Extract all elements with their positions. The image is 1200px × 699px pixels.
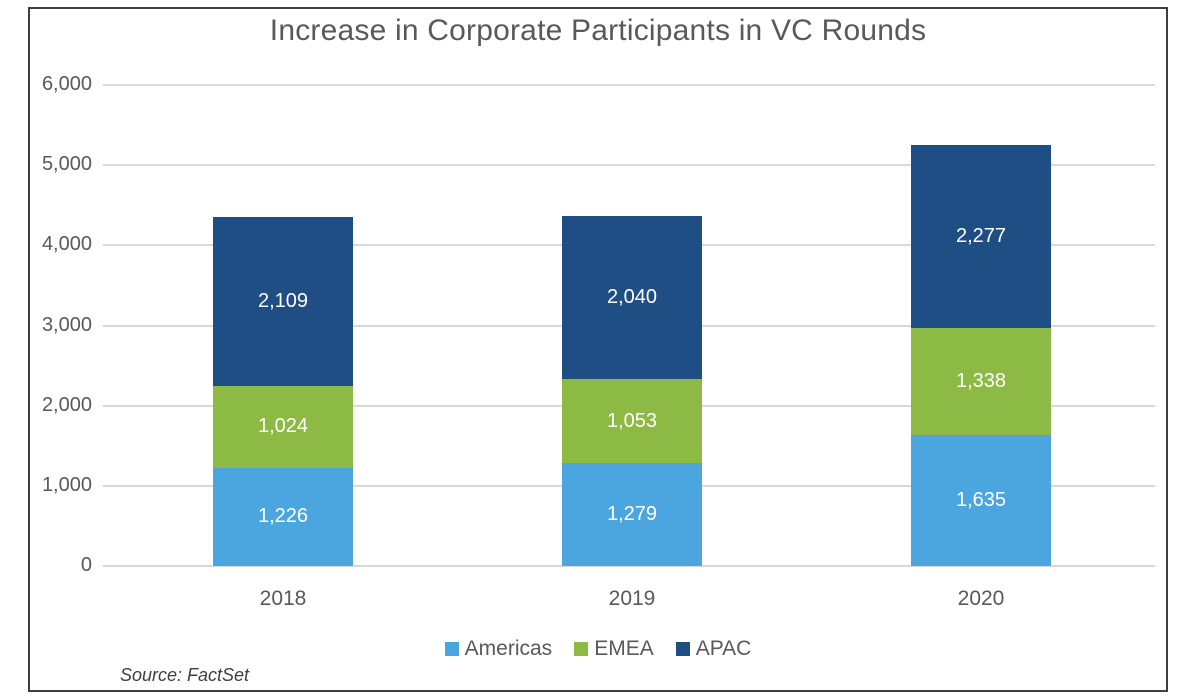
y-axis-tick-label: 4,000 [41, 233, 92, 256]
y-axis-tick-label: 6,000 [41, 73, 92, 95]
legend-swatch-icon [444, 642, 459, 656]
bar-value-label: 1,338 [955, 369, 1007, 392]
legend-label: Americas [464, 637, 553, 660]
legend-label: EMEA [594, 637, 654, 660]
y-axis-tick-label: 5,000 [41, 153, 92, 176]
bar-segment-americas-2019: 1,279 [562, 463, 702, 566]
y-axis-tick-label: 2,000 [41, 393, 92, 416]
x-axis-category-label: 2019 [608, 587, 656, 610]
bar-value-label: 1,635 [955, 488, 1007, 511]
chart-title: Increase in Corporate Participants in VC… [269, 14, 927, 47]
legend-swatch-icon [675, 642, 690, 656]
bar-segment-apac-2019: 2,040 [562, 215, 702, 380]
legend: Americas EMEA APAC [28, 637, 1168, 661]
bar-value-label: 2,109 [257, 289, 309, 312]
bar-segment-americas-2020: 1,635 [911, 434, 1051, 566]
legend-item-emea: EMEA [574, 637, 654, 661]
legend-swatch-icon [574, 642, 589, 656]
y-axis-tick-label: 1,000 [41, 473, 92, 496]
bar-segment-emea-2019: 1,053 [562, 379, 702, 464]
gridline [103, 164, 1155, 167]
y-axis-tick-label: 0 [80, 554, 92, 576]
bar-value-label: 1,053 [606, 409, 658, 432]
gridline [103, 565, 1155, 567]
bar-value-label: 1,024 [257, 415, 309, 438]
bar-value-label: 1,279 [606, 503, 658, 526]
y-axis-tick-label: 3,000 [41, 313, 92, 336]
bar-segment-emea-2018: 1,024 [213, 385, 353, 468]
bar-value-label: 2,040 [606, 285, 658, 308]
bar-segment-americas-2018: 1,226 [213, 467, 353, 566]
legend-item-americas: Americas [444, 637, 553, 661]
bar-segment-emea-2020: 1,338 [911, 327, 1051, 435]
bar-segment-apac-2018: 2,109 [213, 216, 353, 386]
source-note: Source: FactSet [120, 665, 250, 685]
legend-label: APAC [695, 637, 752, 660]
gridline [103, 84, 1155, 86]
bar-value-label: 1,226 [257, 505, 309, 528]
x-axis-category-label: 2020 [957, 587, 1005, 610]
bar-value-label: 2,277 [955, 224, 1007, 247]
x-axis-category-label: 2018 [259, 587, 307, 610]
bar-segment-apac-2020: 2,277 [911, 145, 1051, 328]
legend-item-apac: APAC [675, 637, 752, 661]
